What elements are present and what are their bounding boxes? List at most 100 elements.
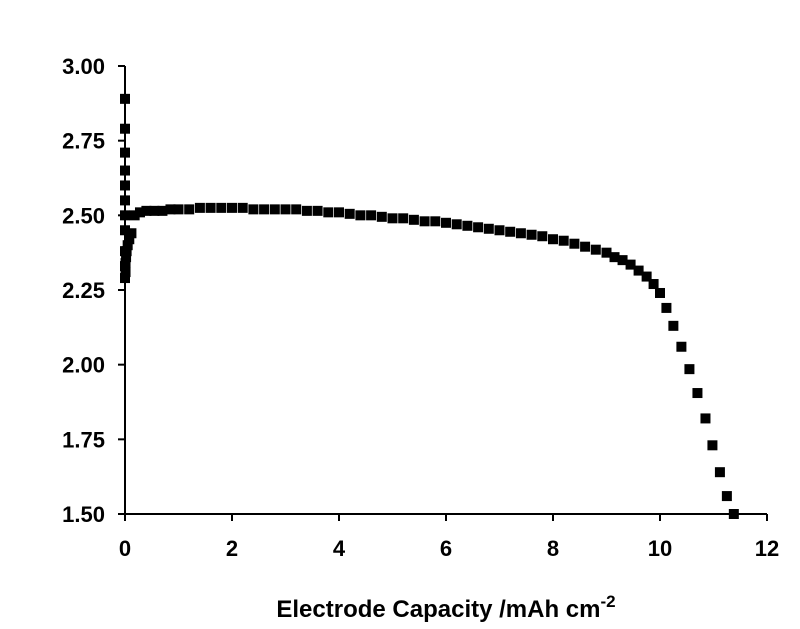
data-point [721, 491, 732, 502]
x-tick-label: 2 [226, 536, 238, 561]
data-point [537, 231, 548, 242]
data-point [609, 252, 620, 263]
data-point [120, 93, 130, 104]
y-tick-label: 3.00 [62, 54, 105, 79]
y-tick-label: 2.50 [62, 203, 105, 228]
data-series [120, 93, 739, 519]
data-point [120, 267, 131, 278]
data-point [700, 413, 711, 424]
data-point [280, 204, 291, 215]
data-point [248, 204, 259, 215]
data-point [312, 205, 323, 216]
data-point [684, 364, 695, 375]
data-point [441, 217, 451, 228]
x-tick-label: 0 [119, 536, 131, 561]
x-axis-ticks: 0 2 4 6 8 10 12 [119, 514, 779, 561]
data-point [120, 195, 130, 206]
data-point [259, 204, 270, 215]
data-point [121, 252, 132, 263]
data-point [714, 467, 725, 478]
data-point [334, 207, 344, 218]
data-point [134, 207, 145, 218]
data-point [120, 180, 130, 191]
x-tick-label: 6 [440, 536, 452, 561]
x-axis-title-text: Electrode Capacity /mAh cm [276, 596, 600, 623]
data-point [494, 225, 505, 236]
data-point [648, 279, 659, 290]
data-point [126, 228, 137, 239]
data-point [269, 204, 280, 215]
data-point [473, 222, 484, 233]
data-point [129, 210, 140, 221]
data-point [120, 273, 130, 284]
data-point [120, 210, 130, 221]
data-point [120, 225, 130, 236]
data-point [462, 220, 473, 231]
data-point [323, 207, 334, 218]
y-tick-label: 2.00 [62, 353, 105, 378]
data-point [173, 204, 184, 215]
data-point [728, 509, 739, 519]
data-point [707, 440, 718, 451]
x-axis-title: Electrode Capacity /mAh cm-2 [276, 592, 615, 623]
data-point [124, 234, 135, 245]
data-point [625, 259, 636, 270]
data-point [676, 341, 687, 352]
y-axis-ticks: 1.50 1.75 2.00 2.25 2.50 2.75 3.00 [62, 54, 125, 527]
data-point [661, 302, 672, 313]
data-point [184, 204, 195, 215]
data-point [398, 213, 409, 224]
data-point [141, 205, 152, 216]
data-point [580, 241, 591, 252]
data-point [165, 204, 176, 215]
data-point [483, 223, 494, 234]
data-point [291, 204, 302, 215]
data-point [149, 205, 160, 216]
data-point [430, 216, 441, 227]
data-point [120, 165, 130, 176]
data-point [122, 240, 133, 251]
data-point [227, 202, 237, 213]
data-point [205, 202, 216, 213]
y-tick-label: 2.25 [62, 278, 105, 303]
data-point [548, 234, 558, 245]
x-tick-label: 4 [333, 536, 346, 561]
data-point [655, 287, 665, 298]
data-point [633, 265, 644, 276]
data-point [692, 388, 703, 399]
data-point [157, 205, 168, 216]
data-point [558, 235, 569, 246]
x-tick-label: 12 [755, 536, 779, 561]
data-point [366, 210, 377, 221]
data-point [301, 205, 312, 216]
x-tick-label: 8 [547, 536, 559, 561]
data-point [641, 271, 652, 282]
data-point [569, 238, 580, 249]
x-tick-label: 10 [648, 536, 672, 561]
data-point [590, 244, 601, 255]
data-point [526, 229, 537, 240]
data-point [194, 202, 205, 213]
data-point [387, 213, 398, 224]
x-axis-title-superscript: -2 [600, 592, 615, 611]
data-point [601, 247, 612, 258]
data-point [121, 246, 132, 257]
data-point [505, 226, 516, 237]
data-point [408, 214, 419, 225]
data-point [376, 211, 387, 222]
data-point [120, 258, 131, 269]
data-point [355, 210, 366, 221]
data-point [515, 228, 526, 239]
data-point [668, 320, 679, 331]
data-point [120, 147, 130, 158]
y-tick-label: 1.75 [62, 427, 105, 452]
data-point [237, 202, 248, 213]
data-point [344, 208, 355, 219]
data-point [216, 202, 227, 213]
y-tick-label: 2.75 [62, 129, 105, 154]
y-tick-label: 1.50 [62, 502, 105, 527]
data-point [120, 123, 130, 134]
data-point [451, 219, 462, 230]
data-point [419, 216, 430, 227]
